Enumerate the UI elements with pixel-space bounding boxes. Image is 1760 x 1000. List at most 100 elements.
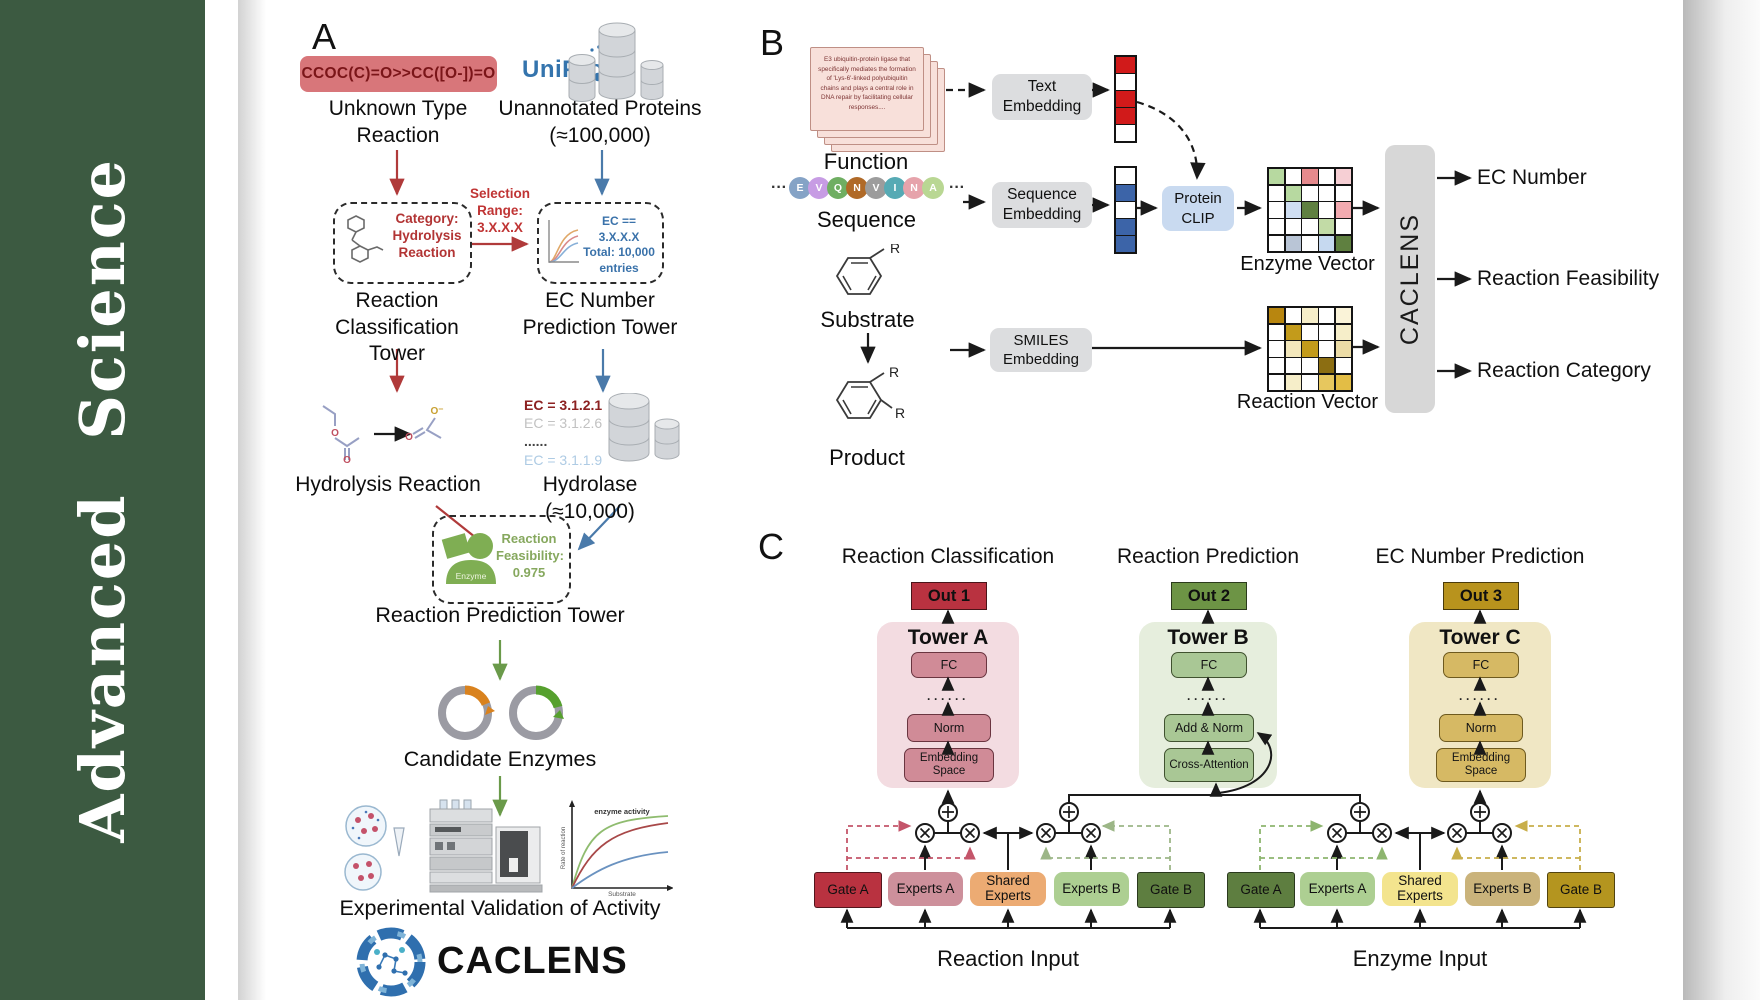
candidate-enzymes-caption: Candidate Enzymes bbox=[403, 747, 597, 771]
matrix-cell bbox=[1302, 324, 1318, 340]
journal-title: Advanced Science bbox=[66, 157, 139, 843]
petri-dish-icon bbox=[344, 805, 405, 891]
feasibility-text: Reaction Feasibility: 0.975 bbox=[496, 531, 564, 580]
right-shared-experts-box: Shared Experts bbox=[1382, 872, 1458, 906]
panel-a-label: A bbox=[312, 16, 337, 57]
matrix-cell bbox=[1285, 219, 1301, 235]
sequence-embedding-box: Sequence Embedding bbox=[992, 182, 1092, 228]
prediction-dashed-box bbox=[432, 515, 571, 604]
matrix-cell bbox=[1319, 235, 1335, 251]
journal-sidebar: Advanced Science bbox=[0, 0, 205, 1000]
sequence-residue: E bbox=[788, 177, 811, 199]
matrix-cell bbox=[1269, 219, 1285, 235]
matrix-cell bbox=[1302, 374, 1318, 390]
sequence-residue: A bbox=[921, 177, 944, 199]
ec-prediction-tower-caption: EC Number Prediction Tower bbox=[522, 289, 678, 339]
matrix-cell bbox=[1319, 341, 1335, 357]
selection-range-text: Selection Range: 3.X.X.X bbox=[469, 186, 531, 235]
matrix-cell bbox=[1335, 202, 1351, 218]
right-experts-b-box: Experts B bbox=[1465, 872, 1540, 906]
matrix-cell bbox=[1285, 308, 1301, 324]
unknown-reaction-caption: Unknown Type Reaction bbox=[328, 97, 468, 147]
matrix-cell bbox=[1302, 169, 1318, 185]
matrix-cell bbox=[1285, 185, 1301, 201]
matrix-cell bbox=[1116, 219, 1135, 235]
matrix-cell bbox=[1116, 168, 1135, 184]
text-embedding-box: Text Embedding bbox=[992, 74, 1092, 120]
page-edge-shadow-right bbox=[1683, 0, 1760, 1000]
svg-text:Rate of reaction: Rate of reaction bbox=[561, 827, 567, 869]
reaction-prediction-tower-caption: Reaction Prediction Tower bbox=[375, 603, 625, 627]
left-gate-b-box: Gate B bbox=[1137, 872, 1205, 908]
matrix-cell bbox=[1116, 74, 1135, 90]
hydrolase-database-icon bbox=[608, 393, 680, 462]
hplc-machine-icon bbox=[429, 799, 543, 893]
title-ec-number-prediction: EC Number Prediction bbox=[1375, 545, 1585, 568]
hydrolysis-reaction-caption: Hydrolysis Reaction bbox=[295, 473, 481, 496]
substrate-caption: Substrate bbox=[820, 307, 915, 332]
hydrolysis-molecules-icon: O O O⁻ O bbox=[322, 405, 444, 464]
svg-text:enzyme activity: enzyme activity bbox=[594, 807, 650, 816]
output-ec-number: EC Number bbox=[1477, 166, 1587, 189]
sequence-residue: N bbox=[845, 177, 868, 199]
matrix-cell bbox=[1285, 374, 1301, 390]
ec-number-dashed-box bbox=[537, 202, 664, 284]
matrix-cell bbox=[1302, 202, 1318, 218]
classification-tower-caption: Reaction Classification Tower bbox=[335, 289, 459, 366]
right-gate-a-box: Gate A bbox=[1227, 872, 1295, 908]
out1-box: Out 1 bbox=[911, 582, 987, 610]
matrix-cell bbox=[1116, 91, 1135, 107]
matrix-cell bbox=[1116, 57, 1135, 73]
molecule-cluster-icon bbox=[347, 215, 384, 263]
validation-caption: Experimental Validation of Activity bbox=[339, 896, 661, 920]
matrix-cell bbox=[1269, 341, 1285, 357]
sequence-caption: Sequence bbox=[816, 207, 917, 232]
matrix-cell bbox=[1302, 235, 1318, 251]
smiles-reaction-box: CCOC(C)=O>>CC([O-])=O bbox=[300, 56, 497, 92]
sequence-embedding-vector bbox=[1114, 166, 1137, 254]
matrix-cell bbox=[1269, 235, 1285, 251]
matrix-cell bbox=[1285, 169, 1301, 185]
reaction-input-caption: Reaction Input bbox=[937, 946, 1079, 971]
protein-database-icon bbox=[568, 22, 664, 102]
protein-clip-box: Protein CLIP bbox=[1162, 186, 1234, 231]
svg-text:O: O bbox=[331, 428, 339, 439]
matrix-cell bbox=[1335, 374, 1351, 390]
enzyme-input-caption: Enzyme Input bbox=[1352, 946, 1488, 971]
hydrolase-caption: Hydrolase (≈10,000) bbox=[542, 473, 638, 523]
title-reaction-classification: Reaction Classification bbox=[841, 545, 1055, 568]
page-edge-shadow-left bbox=[238, 0, 266, 1000]
right-gate-b-box: Gate B bbox=[1547, 872, 1615, 908]
caclens-model-bar: CACLENS bbox=[1385, 145, 1435, 413]
svg-text:R: R bbox=[889, 366, 899, 380]
caclens-logo-icon bbox=[356, 927, 426, 997]
tower-a-embedding-box: Embedding Space bbox=[904, 748, 994, 782]
caclens-wordmark: CACLENS bbox=[437, 940, 628, 982]
sequence-ellipsis: ··· bbox=[948, 179, 965, 196]
matrix-cell bbox=[1302, 219, 1318, 235]
plasmid-icons bbox=[438, 685, 564, 740]
reaction-vector-caption: Reaction Vector bbox=[1236, 391, 1379, 413]
curves-plot-icon bbox=[548, 220, 579, 263]
ec-filter-text: EC == 3.X.X.X Total: 10,000 entries bbox=[583, 214, 655, 275]
matrix-cell bbox=[1319, 374, 1335, 390]
matrix-cell bbox=[1335, 324, 1351, 340]
product-molecule-icon: R R bbox=[835, 366, 905, 421]
matrix-cell bbox=[1285, 202, 1301, 218]
enzyme-vector-caption: Enzyme Vector bbox=[1240, 253, 1375, 275]
out2-box: Out 2 bbox=[1171, 582, 1247, 610]
right-experts-a-box: Experts A bbox=[1300, 872, 1375, 906]
matrix-cell bbox=[1269, 374, 1285, 390]
left-gate-a-box: Gate A bbox=[814, 872, 882, 908]
tower-a-dots: ······ bbox=[927, 692, 969, 706]
unannotated-proteins-caption: Unannotated Proteins (≈100,000) bbox=[498, 97, 702, 147]
matrix-cell bbox=[1335, 219, 1351, 235]
tower-c-fc-box: FC bbox=[1443, 652, 1519, 678]
left-experts-a-box: Experts A bbox=[888, 872, 963, 906]
panel-c-label: C bbox=[758, 526, 784, 567]
matrix-cell bbox=[1285, 235, 1301, 251]
